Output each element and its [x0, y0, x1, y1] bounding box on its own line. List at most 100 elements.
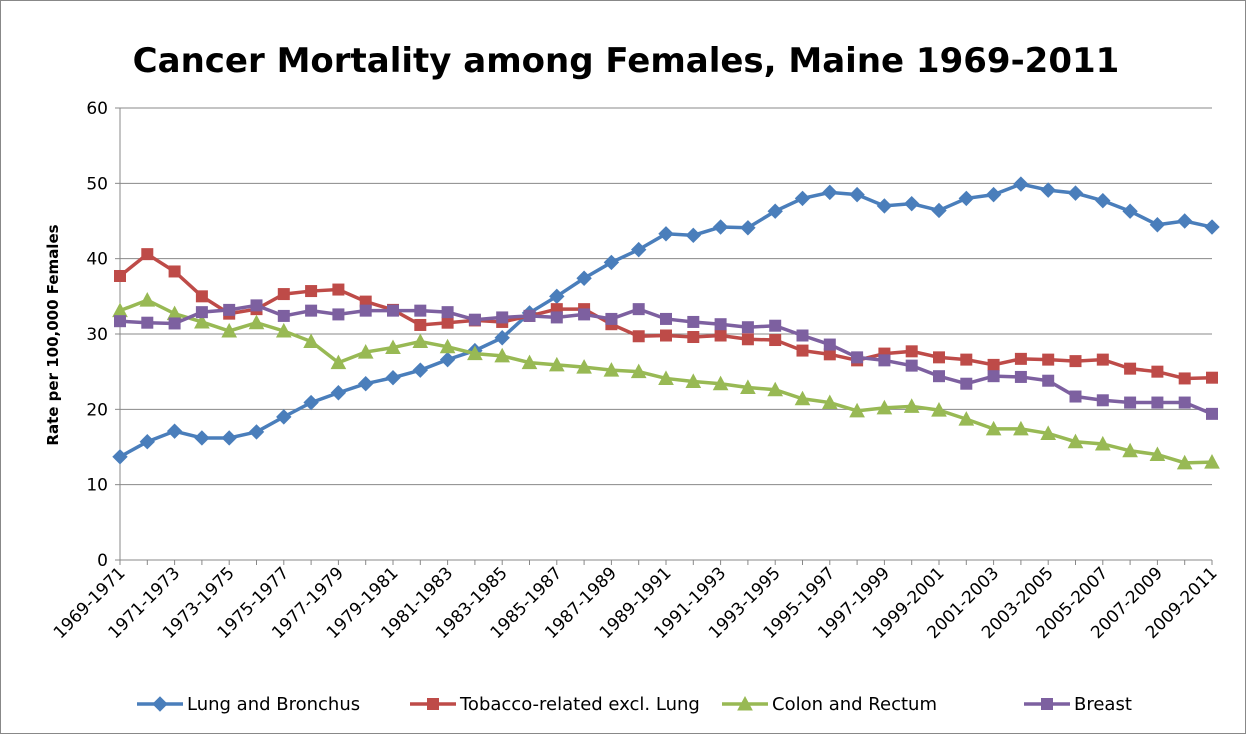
marker — [1040, 425, 1057, 440]
marker — [903, 398, 920, 413]
marker — [1069, 355, 1082, 368]
marker — [1124, 396, 1137, 409]
marker — [305, 285, 318, 298]
marker — [931, 402, 947, 417]
marker — [741, 321, 754, 334]
marker — [332, 308, 345, 321]
y-tick-label: 20 — [86, 400, 108, 420]
marker — [1176, 213, 1193, 229]
marker — [1122, 442, 1138, 458]
marker — [468, 313, 481, 326]
marker — [141, 316, 154, 329]
marker — [985, 186, 1002, 203]
marker — [1151, 396, 1164, 409]
marker — [152, 696, 168, 712]
marker — [660, 329, 672, 342]
marker — [687, 315, 700, 328]
marker — [849, 186, 865, 203]
marker — [1014, 352, 1027, 365]
marker — [603, 362, 620, 377]
marker — [385, 369, 401, 386]
y-axis-label: Rate per 100,000 Females — [44, 224, 62, 445]
marker — [166, 423, 183, 439]
marker — [823, 338, 836, 351]
marker — [112, 449, 128, 465]
marker — [794, 190, 811, 207]
marker — [985, 420, 1002, 436]
marker — [250, 299, 263, 312]
marker — [1204, 454, 1220, 469]
marker — [851, 351, 864, 364]
legend-label: Tobacco-related excl. Lung — [459, 694, 700, 715]
marker — [439, 351, 456, 368]
marker — [658, 370, 674, 385]
marker — [114, 315, 126, 328]
marker — [714, 318, 727, 331]
marker — [603, 254, 620, 271]
marker — [849, 402, 865, 418]
marker — [359, 304, 372, 317]
legend-label: Lung and Bronchus — [187, 694, 360, 715]
marker — [630, 363, 647, 379]
marker — [248, 424, 265, 440]
marker — [821, 394, 838, 410]
legend-label: Colon and Rectum — [772, 694, 937, 715]
marker — [767, 203, 783, 219]
y-tick-label: 50 — [86, 174, 108, 194]
marker — [1040, 182, 1056, 198]
marker — [412, 362, 429, 378]
marker — [987, 358, 1000, 371]
marker — [605, 312, 618, 325]
marker — [632, 330, 645, 343]
marker — [1014, 370, 1027, 383]
marker — [1149, 217, 1166, 233]
marker — [248, 314, 265, 330]
y-tick-label: 0 — [97, 551, 108, 571]
marker — [905, 345, 918, 358]
marker — [221, 322, 238, 338]
marker — [139, 292, 156, 307]
marker — [960, 377, 973, 390]
marker — [796, 344, 809, 357]
marker — [441, 306, 454, 319]
y-tick-label: 60 — [86, 99, 108, 119]
marker — [1206, 407, 1218, 420]
marker — [523, 309, 536, 322]
marker — [1149, 446, 1166, 462]
marker — [687, 331, 700, 344]
marker — [357, 344, 374, 359]
marker — [1041, 698, 1053, 710]
marker — [1013, 176, 1029, 192]
marker — [660, 312, 672, 325]
marker — [685, 373, 702, 388]
marker — [168, 265, 181, 278]
marker — [958, 190, 975, 207]
marker — [1204, 219, 1220, 235]
marker — [740, 220, 756, 236]
marker — [277, 309, 290, 322]
marker — [1067, 185, 1084, 201]
marker — [712, 375, 729, 391]
marker — [1042, 353, 1055, 366]
marker — [223, 303, 236, 316]
marker — [427, 698, 439, 710]
chart-title: Cancer Mortality among Females, Maine 19… — [133, 41, 1120, 81]
marker — [1096, 353, 1109, 366]
marker — [305, 304, 318, 317]
marker — [960, 353, 973, 366]
marker — [303, 394, 319, 411]
marker — [303, 333, 319, 349]
y-tick-label: 10 — [86, 476, 108, 496]
marker — [494, 330, 510, 346]
marker — [221, 430, 237, 446]
marker — [330, 385, 347, 401]
marker — [1151, 365, 1164, 378]
marker — [387, 304, 399, 317]
marker — [903, 195, 920, 212]
marker — [769, 319, 782, 332]
marker — [714, 329, 727, 342]
marker — [467, 345, 483, 361]
marker — [277, 288, 290, 301]
